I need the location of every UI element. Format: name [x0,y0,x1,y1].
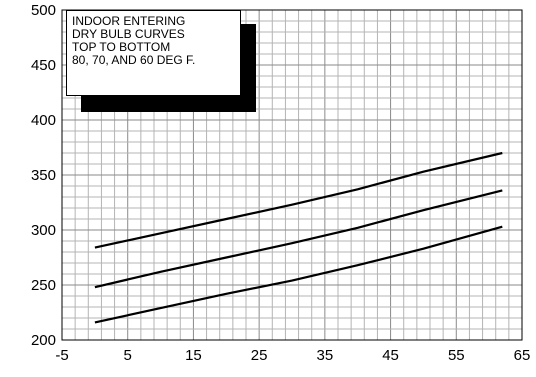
y-tick-label: 250 [31,277,56,294]
y-tick-label: 400 [31,112,56,129]
y-tick-label: 350 [31,167,56,184]
series-line-3 [94,225,503,324]
x-tick-label: -5 [55,347,68,364]
plot-frame [61,9,523,341]
y-tick-label: 200 [31,332,56,349]
series-line-2 [94,189,503,289]
y-tick-label: 500 [31,2,56,19]
y-tick-label: 300 [31,222,56,239]
annotation-line-2: DRY BULB CURVES [72,27,185,41]
x-tick-labels: -5 5 15 25 35 45 55 65 [55,347,530,364]
x-tick-label: 65 [514,347,531,364]
x-tick-label: 55 [448,347,465,364]
x-tick-label: 25 [251,347,268,364]
x-tick-label: 35 [317,347,334,364]
y-tick-label: 450 [31,57,56,74]
annotation-line-4: 80, 70, AND 60 DEG F. [72,53,196,67]
annotation-line-3: TOP TO BOTTOM [72,40,171,54]
x-tick-label: 5 [124,347,132,364]
annotation-box: INDOOR ENTERING DRY BULB CURVES TOP TO B… [66,10,241,96]
x-tick-label: 45 [382,347,399,364]
series-line-1 [94,151,503,249]
x-tick-label: 15 [185,347,202,364]
y-tick-labels: 200 250 300 350 400 450 500 [31,2,56,349]
series-lines [94,151,503,324]
annotation-line-1: INDOOR ENTERING [72,14,186,28]
